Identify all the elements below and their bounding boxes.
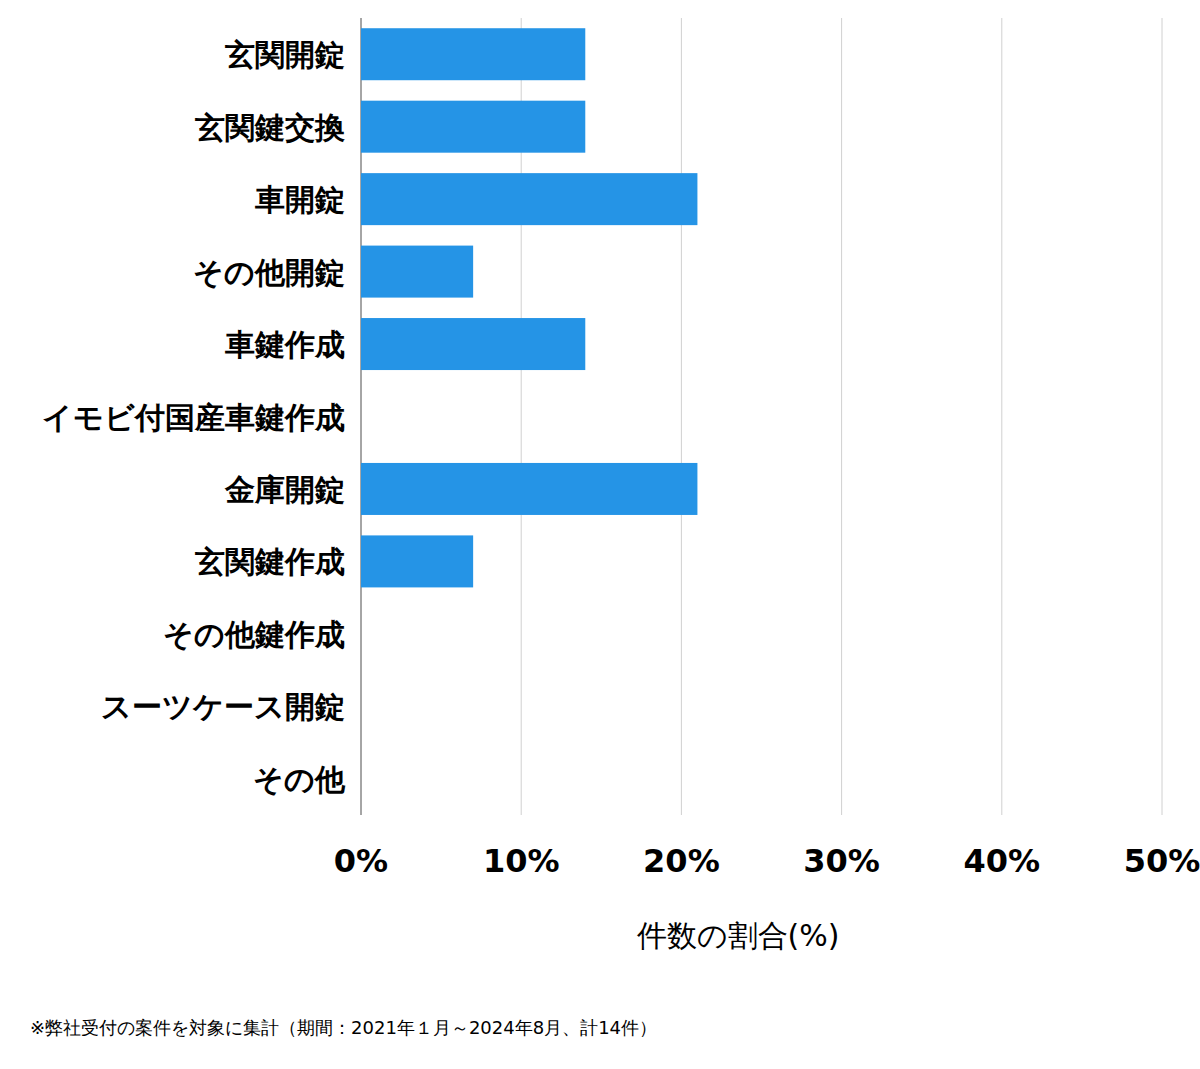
category-label: その他鍵作成 bbox=[163, 617, 345, 652]
tick-label: 0% bbox=[334, 842, 388, 880]
grid-line bbox=[1001, 18, 1002, 815]
bar bbox=[361, 608, 362, 660]
bars bbox=[361, 28, 697, 587]
bar bbox=[361, 535, 473, 587]
bar bbox=[361, 391, 362, 443]
tick-label: 10% bbox=[483, 842, 560, 880]
category-label: スーツケース開錠 bbox=[101, 689, 345, 724]
tick-label: 20% bbox=[643, 842, 720, 880]
category-label: その他開錠 bbox=[193, 255, 345, 290]
chart: 0% 10% 20% 30% 40% 50% 玄関開錠玄関鍵交換車開錠その他開錠車鍵作成イモ… bbox=[0, 0, 1200, 1069]
bar bbox=[361, 101, 585, 153]
bar bbox=[361, 173, 697, 225]
category-label: 玄関開錠 bbox=[224, 37, 345, 72]
tick-label: 50% bbox=[1124, 842, 1200, 880]
bar bbox=[361, 463, 697, 515]
category-label: 車開錠 bbox=[254, 182, 345, 217]
axis-title: 件数の割合(%) bbox=[637, 918, 840, 953]
tick-label: 30% bbox=[803, 842, 880, 880]
bar bbox=[361, 28, 585, 80]
bar bbox=[361, 753, 362, 805]
grid-line bbox=[681, 18, 682, 815]
category-label: イモビ付国産車鍵作成 bbox=[42, 400, 345, 435]
bar bbox=[361, 680, 362, 732]
grid-line bbox=[1162, 18, 1163, 815]
footnote: ※弊社受付の案件を対象に集計（期間：2021年１月～2024年8月、計14件） bbox=[30, 1017, 657, 1038]
bar bbox=[361, 246, 473, 298]
category-label: 金庫開錠 bbox=[224, 472, 345, 507]
tick-label: 40% bbox=[964, 842, 1041, 880]
bar bbox=[361, 318, 585, 370]
category-label: その他 bbox=[253, 762, 346, 797]
category-label: 玄関鍵作成 bbox=[194, 544, 345, 579]
grid-line bbox=[841, 18, 842, 815]
category-label: 玄関鍵交換 bbox=[194, 110, 345, 145]
category-label: 車鍵作成 bbox=[224, 327, 345, 362]
